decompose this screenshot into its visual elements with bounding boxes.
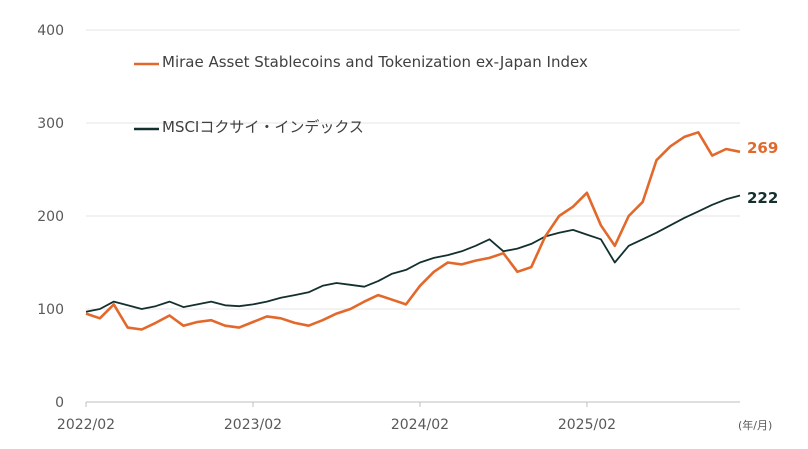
legend: Mirae Asset Stablecoins and Tokenization… [134,53,588,136]
x-tick-label: 2025/02 [558,417,616,433]
legend-label-msci: MSCIコクサイ・インデックス [162,118,364,136]
y-tick-label: 200 [37,209,64,225]
x-axis-unit: (年/月) [738,418,772,432]
end-value-label-msci: 222 [747,189,778,207]
y-tick-label: 300 [37,116,64,132]
x-axis-ticks: 2022/02 2023/02 2024/02 2025/02 [57,402,616,433]
legend-label-index: Mirae Asset Stablecoins and Tokenization… [162,53,588,71]
x-tick-label: 2023/02 [224,417,282,433]
gridlines [86,29,740,403]
series-line-index [85,131,741,331]
y-axis-ticks: 0 100 200 300 400 [37,23,64,411]
y-tick-label: 100 [37,302,64,318]
end-value-label-index: 269 [747,139,778,157]
y-tick-label: 400 [37,23,64,39]
y-tick-label: 0 [55,395,64,411]
x-tick-label: 2022/02 [57,417,115,433]
series-line-msci [85,194,741,313]
x-tick-label: 2024/02 [391,417,449,433]
series-lines [85,131,741,331]
